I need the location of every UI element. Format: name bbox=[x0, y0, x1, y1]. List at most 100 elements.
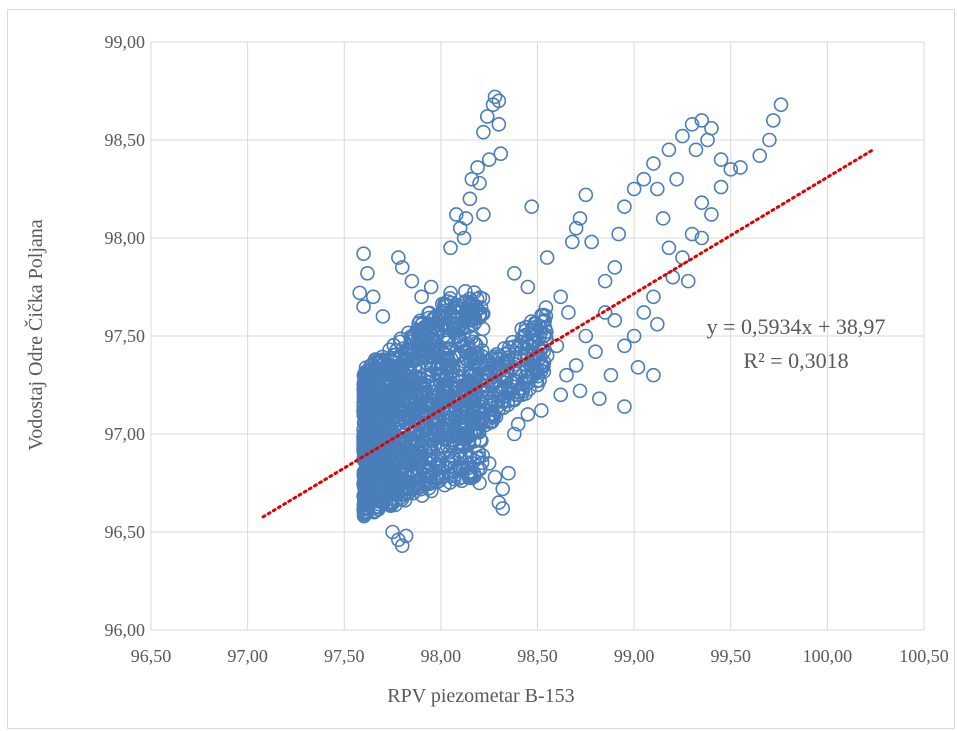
data-point bbox=[559, 367, 574, 383]
data-point bbox=[704, 120, 719, 136]
data-point bbox=[416, 403, 432, 419]
data-point bbox=[359, 446, 375, 462]
data-point bbox=[394, 465, 410, 481]
data-point bbox=[388, 446, 403, 461]
data-point bbox=[396, 422, 412, 438]
data-point bbox=[364, 370, 380, 386]
x-axis-title: RPV piezometar B-153 bbox=[387, 685, 574, 707]
data-point bbox=[380, 396, 396, 412]
data-point bbox=[680, 273, 696, 289]
data-point bbox=[366, 504, 382, 520]
data-point bbox=[403, 476, 418, 491]
x-tick-label: 97,50 bbox=[324, 646, 365, 666]
data-point bbox=[402, 366, 418, 381]
data-point bbox=[367, 390, 382, 406]
data-point bbox=[359, 504, 374, 520]
data-point bbox=[464, 467, 479, 483]
data-point bbox=[752, 148, 768, 163]
data-point bbox=[520, 367, 536, 383]
data-point bbox=[356, 299, 371, 314]
data-point bbox=[421, 452, 437, 467]
data-point bbox=[669, 171, 684, 187]
data-point bbox=[630, 360, 646, 375]
data-point bbox=[369, 425, 385, 441]
data-point bbox=[362, 373, 377, 389]
data-point bbox=[568, 220, 584, 236]
data-point bbox=[704, 207, 719, 222]
data-point bbox=[475, 391, 490, 406]
data-point bbox=[404, 273, 420, 289]
data-point bbox=[452, 220, 468, 236]
data-point bbox=[472, 475, 487, 491]
data-point bbox=[650, 316, 665, 332]
data-point bbox=[438, 421, 453, 437]
data-point bbox=[414, 488, 430, 503]
data-point bbox=[356, 489, 372, 505]
data-point bbox=[493, 146, 509, 162]
data-point bbox=[684, 226, 700, 242]
data-point bbox=[646, 367, 661, 383]
data-point bbox=[398, 411, 413, 427]
data-point bbox=[443, 240, 458, 256]
data-point bbox=[391, 250, 406, 265]
data-point bbox=[607, 313, 623, 328]
data-point bbox=[572, 211, 588, 226]
data-point bbox=[458, 410, 473, 426]
x-tick-label: 98,50 bbox=[517, 646, 558, 666]
data-point bbox=[405, 447, 421, 463]
data-point bbox=[359, 369, 374, 385]
trendline-r-squared: R² = 0,3018 bbox=[743, 348, 848, 373]
data-point bbox=[352, 285, 368, 301]
data-point bbox=[392, 358, 408, 373]
data-point bbox=[500, 397, 516, 413]
y-tick-label: 96,00 bbox=[105, 620, 146, 640]
data-point bbox=[472, 175, 487, 191]
data-point bbox=[694, 113, 710, 128]
data-point bbox=[405, 329, 420, 345]
data-point bbox=[474, 455, 490, 471]
x-tick-label: 100,50 bbox=[899, 646, 949, 666]
y-tick-label: 98,00 bbox=[105, 228, 146, 248]
data-point bbox=[356, 386, 372, 402]
data-points bbox=[352, 89, 789, 554]
data-point bbox=[468, 299, 483, 314]
data-point bbox=[446, 471, 462, 487]
data-point bbox=[382, 447, 397, 463]
data-point bbox=[491, 117, 507, 132]
data-point bbox=[607, 260, 623, 275]
y-tick-label: 99,00 bbox=[105, 32, 146, 52]
data-point bbox=[482, 395, 498, 410]
data-point bbox=[431, 307, 447, 323]
y-tick-label: 96,50 bbox=[105, 522, 146, 542]
data-point bbox=[491, 394, 506, 409]
data-point bbox=[538, 330, 554, 346]
data-point bbox=[495, 481, 511, 497]
data-point bbox=[382, 494, 397, 510]
data-point bbox=[359, 500, 375, 516]
data-point bbox=[733, 160, 748, 175]
data-point bbox=[365, 429, 381, 444]
x-axis-tick-labels: 96,50 97,00 97,50 98,00 98,50 99,00 99,50 100,0… bbox=[131, 646, 949, 666]
data-point bbox=[451, 370, 466, 385]
data-point bbox=[456, 338, 472, 354]
data-point bbox=[482, 415, 498, 430]
data-point bbox=[694, 195, 710, 211]
data-point bbox=[512, 337, 528, 353]
data-point bbox=[461, 432, 477, 448]
data-point bbox=[578, 328, 594, 344]
data-point bbox=[356, 246, 371, 261]
data-point bbox=[391, 366, 407, 382]
data-point bbox=[433, 309, 449, 324]
data-point bbox=[530, 377, 545, 393]
data-point bbox=[382, 431, 398, 446]
data-point bbox=[485, 97, 501, 113]
data-point bbox=[369, 360, 384, 376]
y-tick-label: 97,00 bbox=[105, 424, 146, 444]
data-point bbox=[572, 383, 588, 399]
data-point bbox=[373, 458, 388, 474]
data-point bbox=[539, 250, 555, 265]
data-point bbox=[389, 479, 404, 494]
trendline bbox=[261, 147, 876, 519]
data-point bbox=[476, 124, 491, 140]
scatter-chart: 96,00 96,50 97,00 97,50 98,00 98,50 99,00 96,5… bbox=[23, 32, 949, 707]
